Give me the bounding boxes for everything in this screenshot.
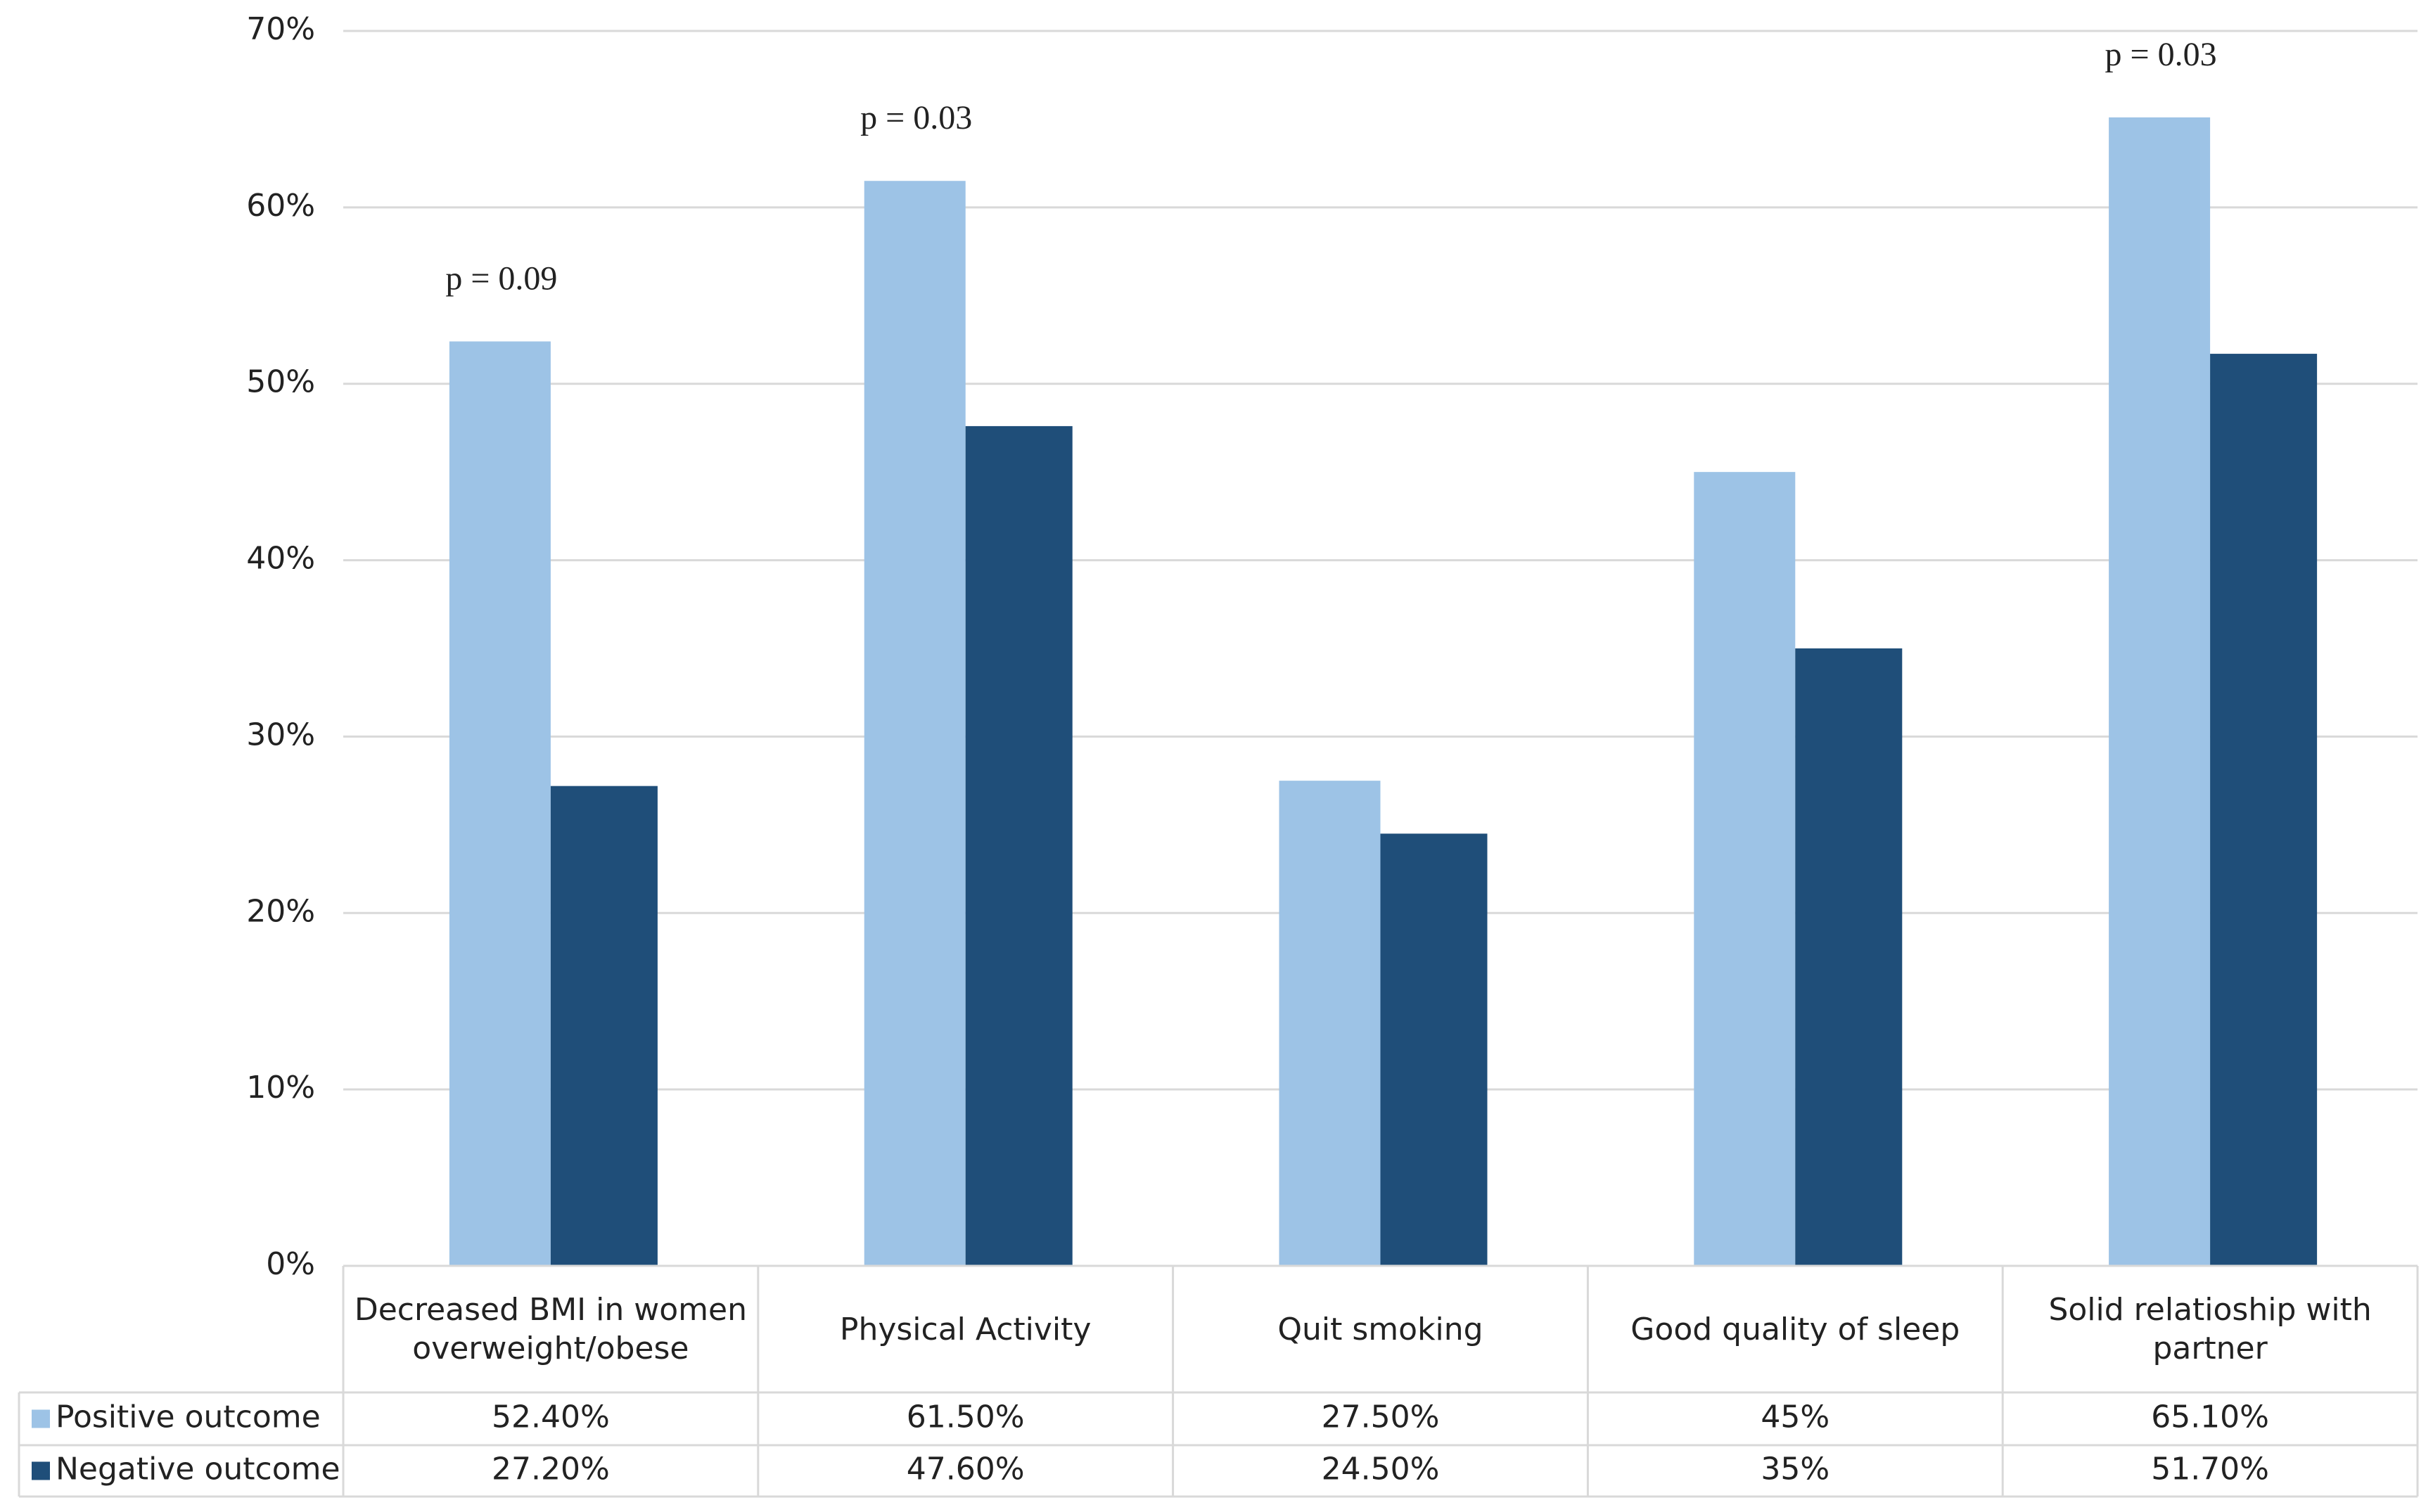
y-tick-label: 10%	[246, 1070, 315, 1106]
table-value: 27.50%	[1322, 1399, 1440, 1435]
legend-swatch	[32, 1409, 50, 1428]
x-tick-cell: Decreased BMI in women overweight/obese	[354, 1292, 747, 1366]
x-tick-label: Quit smoking	[1277, 1311, 1483, 1347]
x-tick-label: Solid relatioship with partner	[2048, 1292, 2372, 1366]
x-tick-label: Good quality of sleep	[1630, 1311, 1960, 1347]
x-tick-cell: Quit smoking	[1277, 1311, 1483, 1347]
annotation: p = 0.09	[445, 260, 557, 297]
annotation: p = 0.03	[860, 99, 972, 136]
legend-swatch	[32, 1461, 50, 1480]
x-tick-label: Physical Activity	[839, 1311, 1092, 1347]
annotation: p = 0.03	[2105, 36, 2217, 73]
y-tick-label: 70%	[246, 11, 315, 47]
y-tick-label: 50%	[246, 364, 315, 400]
bar	[2109, 117, 2211, 1266]
table-value: 61.50%	[907, 1399, 1025, 1435]
table-value: 35%	[1761, 1452, 1829, 1487]
bar	[2210, 354, 2318, 1266]
table-value: 45%	[1761, 1399, 1829, 1435]
table-value: 47.60%	[907, 1452, 1025, 1487]
bar	[1694, 472, 1796, 1267]
x-tick-cell: Good quality of sleep	[1630, 1311, 1960, 1347]
y-tick-label: 60%	[246, 188, 315, 224]
table-value: 52.40%	[492, 1399, 610, 1435]
y-tick-label: 20%	[246, 893, 315, 929]
bar	[1279, 781, 1381, 1266]
bar	[1380, 833, 1488, 1266]
x-tick-cell: Physical Activity	[839, 1311, 1092, 1347]
x-tick-label: Decreased BMI in women overweight/obese	[354, 1292, 747, 1366]
table-value: 65.10%	[2151, 1399, 2269, 1435]
bar	[864, 181, 966, 1267]
bar	[965, 425, 1073, 1267]
bar	[449, 341, 551, 1267]
bar	[550, 786, 658, 1266]
table-value: 27.20%	[492, 1452, 610, 1487]
x-tick-cell: Solid relatioship with partner	[2048, 1292, 2372, 1366]
legend-label: Negative outcome	[56, 1452, 340, 1487]
y-tick-label: 0%	[266, 1246, 315, 1282]
legend-label: Positive outcome	[56, 1399, 321, 1435]
table-value: 24.50%	[1322, 1452, 1440, 1487]
y-tick-label: 30%	[246, 717, 315, 752]
table-value: 51.70%	[2151, 1452, 2269, 1487]
y-tick-label: 40%	[246, 541, 315, 577]
bar	[1795, 648, 1903, 1266]
